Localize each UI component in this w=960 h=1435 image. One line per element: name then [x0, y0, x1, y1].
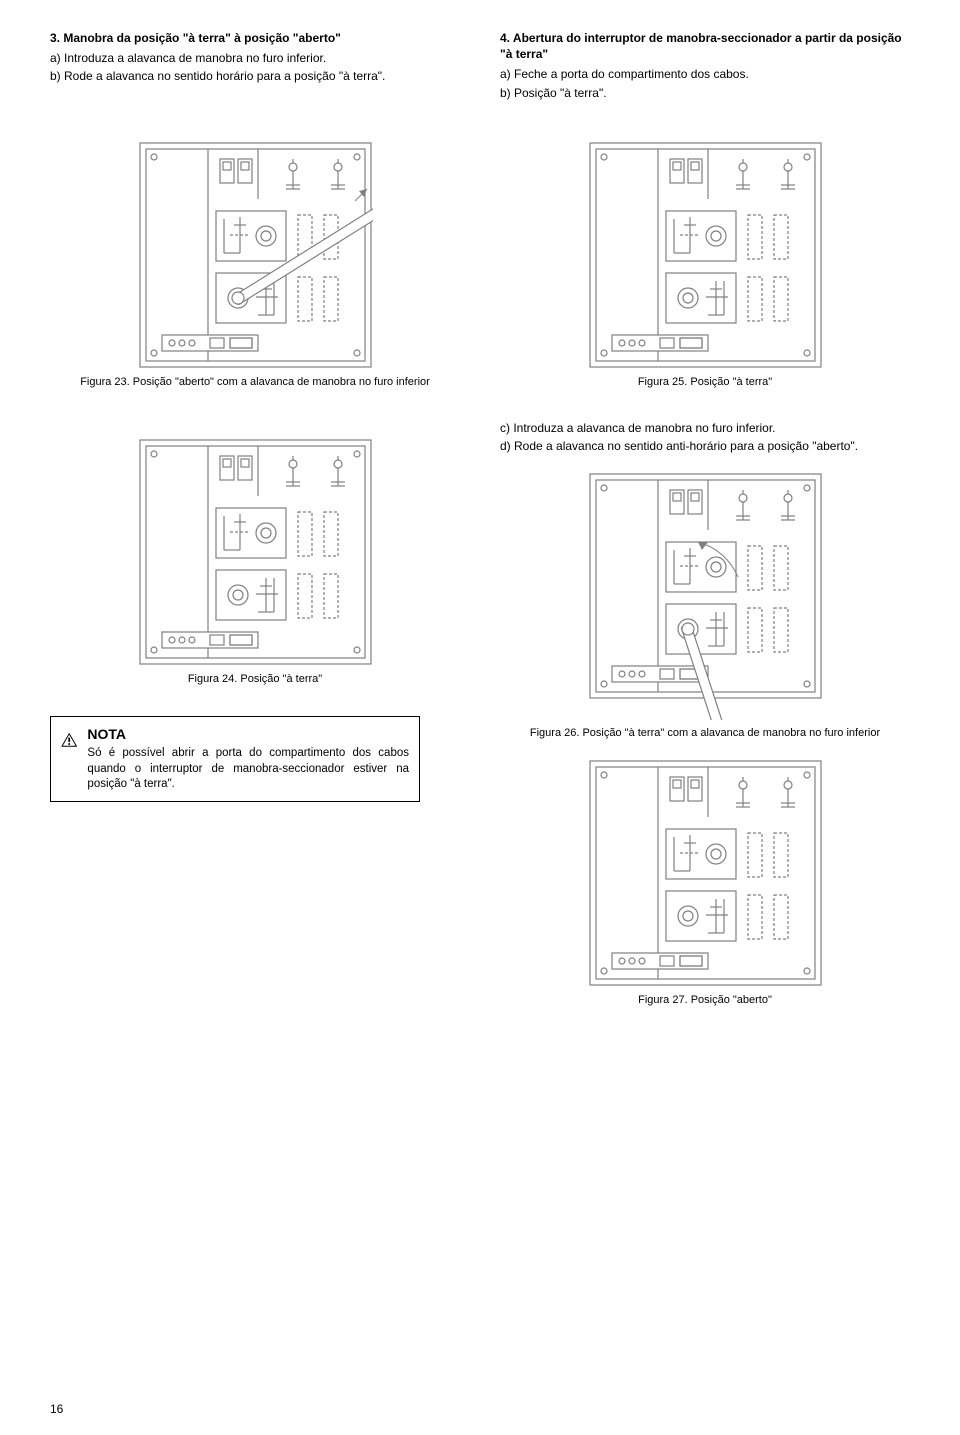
figure-26-caption: Figura 26. Posição "à terra" com a alava…: [500, 726, 910, 741]
figure-24-panel: [50, 438, 460, 666]
figure-24-caption: Figura 24. Posição "à terra": [50, 672, 460, 687]
figure-27-panel: [500, 759, 910, 987]
section4-step-c: c) Introduza a alavanca de manobra no fu…: [500, 420, 910, 436]
note-body: Só é possível abrir a porta do compartim…: [87, 746, 409, 793]
figure-25-caption: Figura 25. Posição "à terra": [500, 375, 910, 390]
figure-25-panel: [500, 141, 910, 369]
figure-26-panel: [500, 472, 910, 720]
section4-step-a: a) Feche a porta do compartimento dos ca…: [500, 66, 910, 82]
section4-title: 4. Abertura do interruptor de manobra-se…: [500, 30, 910, 62]
section3-step-a: a) Introduza a alavanca de manobra no fu…: [50, 50, 460, 66]
section4-step-d: d) Rode a alavanca no sentido anti-horár…: [500, 438, 910, 454]
section4-step-b: b) Posição "à terra".: [500, 85, 910, 101]
page-number: 16: [50, 1401, 63, 1417]
figure-23-panel: [50, 141, 460, 369]
figure-23-caption: Figura 23. Posição "aberto" com a alavan…: [50, 375, 460, 390]
section3-title: 3. Manobra da posição "à terra" à posiçã…: [50, 30, 460, 46]
note-box: NOTA Só é possível abrir a porta do comp…: [50, 716, 420, 801]
warning-icon: [61, 725, 77, 755]
figure-27-caption: Figura 27. Posição "aberto": [500, 993, 910, 1008]
section3-step-b: b) Rode a alavanca no sentido horário pa…: [50, 68, 460, 84]
note-header: NOTA: [87, 725, 409, 744]
